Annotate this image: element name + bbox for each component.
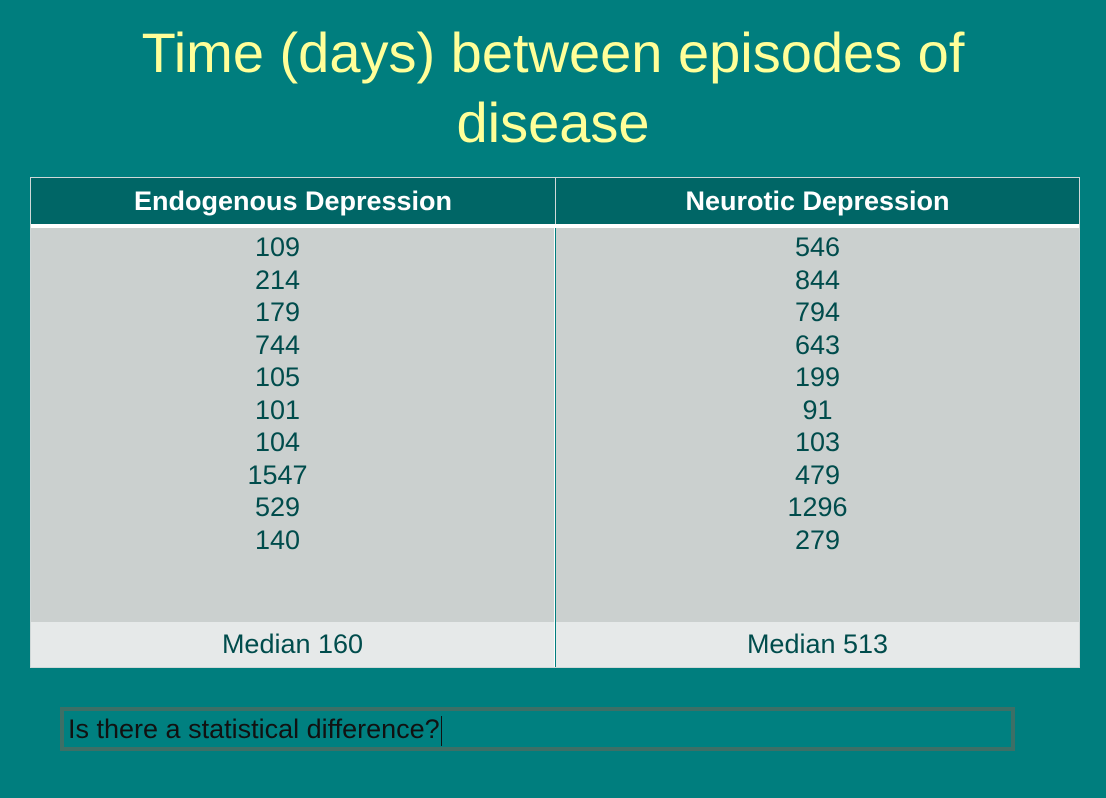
table-cell: 104 — [254, 427, 301, 457]
slide-title: Time (days) between episodes of disease — [0, 18, 1106, 158]
table-cell: 109 — [254, 232, 301, 262]
table-cell: 179 — [254, 297, 301, 327]
table-cell: 279 — [794, 524, 841, 555]
slide-title-line-1: Time (days) between episodes of — [141, 21, 965, 84]
text-cursor — [440, 715, 442, 746]
table-cell: 794 — [794, 297, 841, 327]
table-cell: 643 — [794, 329, 841, 360]
header-divider — [31, 224, 1079, 228]
median-neurotic: Median 513 — [556, 622, 1079, 667]
median-endogenous: Median 160 — [31, 622, 555, 667]
table-cell: 529 — [254, 492, 301, 522]
table-cell: 744 — [254, 329, 301, 360]
table-cell: 1296 — [787, 492, 848, 522]
table-cell: 199 — [794, 362, 841, 392]
table-cell: 101 — [254, 394, 301, 425]
table-cell: 1547 — [247, 459, 308, 490]
column-values-neurotic: 546 844 794 643 199 91 103 479 1296 279 — [556, 228, 1079, 622]
table-cell: 103 — [794, 427, 841, 457]
column-values-endogenous: 109 214 179 744 105 101 104 1547 529 140 — [31, 228, 555, 622]
question-text-box[interactable]: Is there a statistical difference? — [60, 707, 1015, 751]
table-cell: 844 — [794, 264, 841, 295]
table-cell: 91 — [802, 394, 833, 425]
table-cell: 140 — [254, 524, 301, 555]
column-header-endogenous: Endogenous Depression — [31, 178, 556, 224]
value-list-neurotic: 546 844 794 643 199 91 103 479 1296 279 — [556, 231, 1079, 556]
table-cell: 479 — [794, 459, 841, 490]
question-text: Is there a statistical difference? — [68, 714, 440, 744]
table-cell: 214 — [254, 264, 301, 295]
value-list-endogenous: 109 214 179 744 105 101 104 1547 529 140 — [1, 231, 554, 556]
question-text-wrapper: Is there a statistical difference? — [68, 711, 442, 747]
table-cell: 546 — [794, 232, 841, 262]
slide-title-line-2: disease — [456, 91, 650, 154]
column-header-neurotic: Neurotic Depression — [556, 178, 1079, 224]
data-table: Endogenous Depression Neurotic Depressio… — [30, 177, 1080, 668]
table-cell: 105 — [254, 362, 301, 392]
